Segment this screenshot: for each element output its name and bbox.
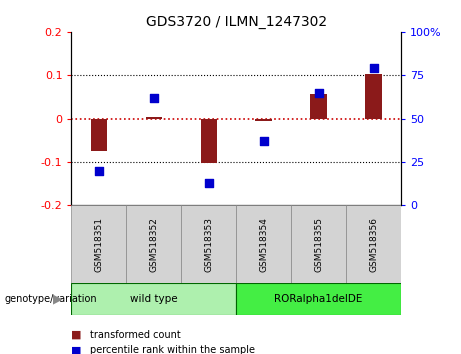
Bar	[146, 117, 162, 119]
Bar	[181, 205, 236, 283]
Bar	[291, 205, 346, 283]
Bar	[91, 119, 107, 151]
Bar	[255, 119, 272, 121]
Text: RORalpha1delDE: RORalpha1delDE	[274, 294, 363, 304]
Point	[150, 95, 158, 101]
Text: GSM518353: GSM518353	[204, 217, 213, 272]
Bar	[126, 205, 181, 283]
Point	[315, 90, 322, 96]
Text: GSM518355: GSM518355	[314, 217, 323, 272]
Title: GDS3720 / ILMN_1247302: GDS3720 / ILMN_1247302	[146, 16, 327, 29]
Point	[260, 138, 267, 144]
Bar	[71, 283, 236, 315]
Text: GSM518354: GSM518354	[259, 217, 268, 272]
Point	[370, 65, 377, 71]
Text: GSM518351: GSM518351	[95, 217, 103, 272]
Text: ▶: ▶	[53, 293, 62, 306]
Point	[95, 168, 103, 173]
Bar	[71, 205, 126, 283]
Bar	[201, 119, 217, 163]
Bar	[346, 205, 401, 283]
Bar	[236, 283, 401, 315]
Text: GSM518352: GSM518352	[149, 217, 159, 272]
Text: wild type: wild type	[130, 294, 177, 304]
Text: GSM518356: GSM518356	[369, 217, 378, 272]
Point	[205, 180, 213, 185]
Bar	[310, 94, 327, 119]
Bar	[236, 205, 291, 283]
Bar	[366, 74, 382, 119]
Text: ■: ■	[71, 346, 82, 354]
Text: genotype/variation: genotype/variation	[5, 294, 97, 304]
Text: ■: ■	[71, 330, 82, 339]
Text: transformed count: transformed count	[90, 330, 181, 339]
Text: percentile rank within the sample: percentile rank within the sample	[90, 346, 255, 354]
